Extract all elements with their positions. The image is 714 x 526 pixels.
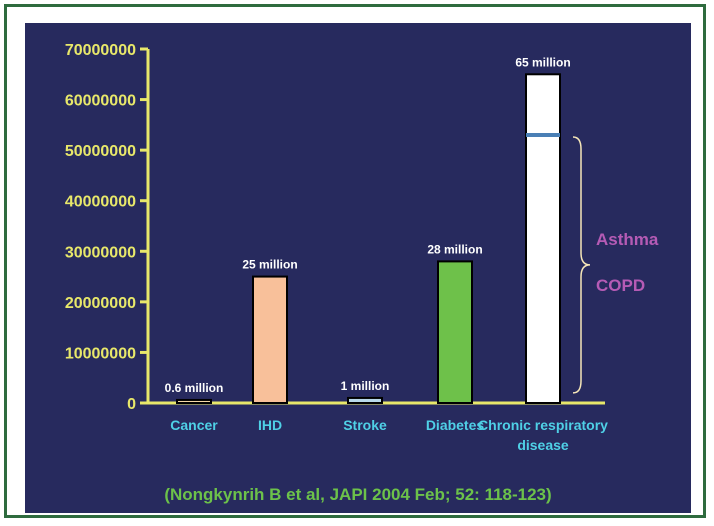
data-label: 25 million xyxy=(242,258,297,272)
y-tick-label: 40000000 xyxy=(65,194,136,211)
y-tick-label: 10000000 xyxy=(65,345,136,362)
bar xyxy=(525,73,561,405)
y-tick-label: 60000000 xyxy=(65,93,136,110)
category-label: Stroke xyxy=(343,417,387,433)
y-tick-label: 20000000 xyxy=(65,295,136,312)
data-label: 1 million xyxy=(341,379,390,393)
y-tick-label: 0 xyxy=(127,396,136,413)
category-label: Chronic respiratory xyxy=(478,417,608,433)
category-label: IHD xyxy=(258,417,282,433)
bracket xyxy=(572,136,591,394)
y-tick-label: 70000000 xyxy=(65,42,136,59)
data-label: 65 million xyxy=(515,55,570,69)
category-label: Diabetes xyxy=(426,417,485,433)
citation: (Nongkynrih B et al, JAPI 2004 Feb; 52: … xyxy=(164,485,552,504)
category-label: disease xyxy=(517,437,569,453)
bar xyxy=(176,398,212,405)
bar xyxy=(437,260,473,404)
y-tick-label: 50000000 xyxy=(65,143,136,160)
bar xyxy=(252,275,288,404)
bar xyxy=(347,396,383,405)
bracket-label: Asthma xyxy=(596,230,659,249)
category-label: Cancer xyxy=(170,417,218,433)
data-label: 0.6 million xyxy=(165,381,224,395)
bracket-label: COPD xyxy=(596,276,645,295)
slide-frame: 0 10000000 20000000 30000000 40000000 5000000… xyxy=(4,4,706,518)
y-tick-label: 30000000 xyxy=(65,244,136,261)
slide: 0 10000000 20000000 30000000 40000000 5000000… xyxy=(25,23,691,513)
bar-chart: 0 10000000 20000000 30000000 40000000 5000000… xyxy=(65,42,659,453)
data-label: 28 million xyxy=(427,242,482,256)
